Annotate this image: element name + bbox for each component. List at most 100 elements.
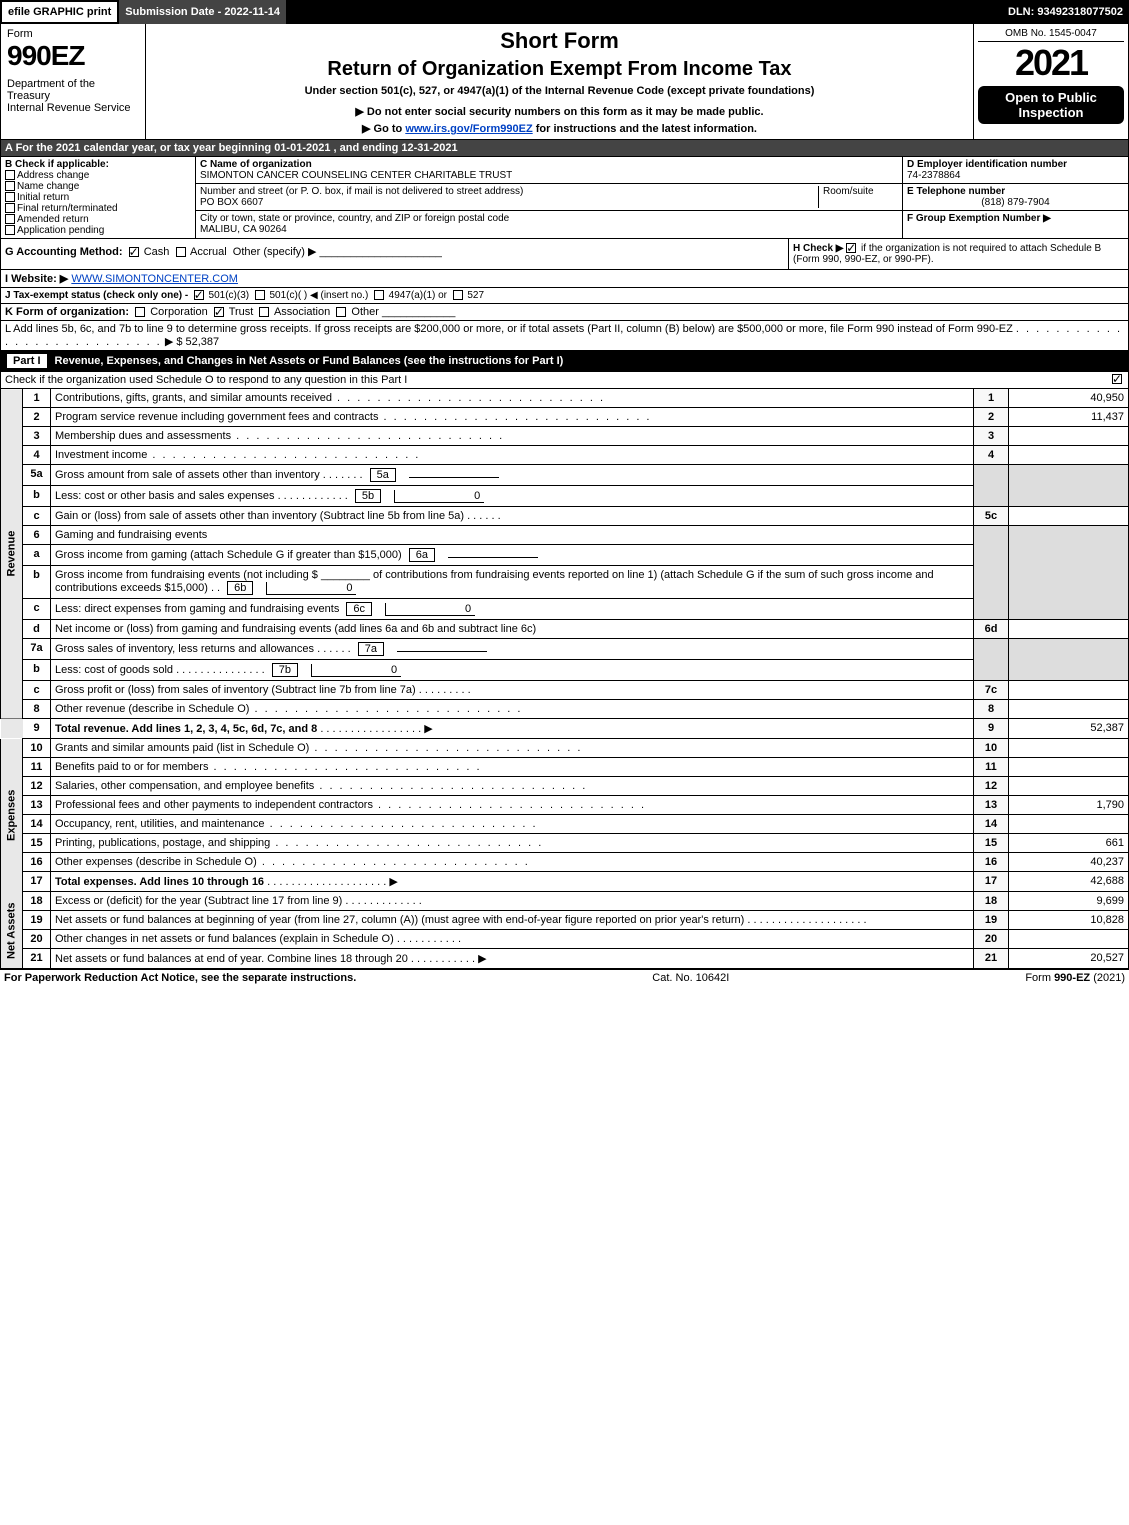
l15-num: 15	[23, 834, 51, 853]
l5c-box: 5c	[974, 507, 1009, 526]
l4-amt	[1009, 446, 1129, 465]
l11-amt	[1009, 758, 1129, 777]
l8-num: 8	[23, 700, 51, 719]
website-link[interactable]: WWW.SIMONTONCENTER.COM	[71, 273, 238, 285]
check-h[interactable]	[846, 243, 856, 253]
goto-link[interactable]: www.irs.gov/Form990EZ	[405, 123, 532, 135]
dln-label: DLN: 93492318077502	[1002, 0, 1129, 24]
addr-value: PO BOX 6607	[200, 197, 263, 208]
l20-desc: Other changes in net assets or fund bala…	[51, 930, 974, 949]
footer-left: For Paperwork Reduction Act Notice, see …	[4, 972, 356, 984]
l6a-sub: 6a	[409, 548, 435, 562]
c-name-label: C Name of organization	[200, 159, 898, 170]
check-cash[interactable]	[129, 247, 139, 257]
l20-amt	[1009, 930, 1129, 949]
check-527[interactable]	[453, 290, 463, 300]
l14-amt	[1009, 815, 1129, 834]
l6b-subamt: 0	[266, 582, 356, 595]
check-corp[interactable]	[135, 307, 145, 317]
header-left: Form 990EZ Department of the Treasury In…	[1, 24, 146, 139]
l6d-desc: Net income or (loss) from gaming and fun…	[51, 620, 974, 639]
l5b-subamt: 0	[394, 490, 484, 503]
part1-header: Part I Revenue, Expenses, and Changes in…	[0, 351, 1129, 372]
check-amended-return[interactable]: Amended return	[5, 214, 191, 225]
l9-box: 9	[974, 719, 1009, 739]
l14-num: 14	[23, 815, 51, 834]
l3-num: 3	[23, 427, 51, 446]
l6c-num: c	[23, 599, 51, 620]
check-assoc[interactable]	[259, 307, 269, 317]
l6c-desc: Less: direct expenses from gaming and fu…	[51, 599, 974, 620]
l16-amt: 40,237	[1009, 853, 1129, 872]
header-mid: Short Form Return of Organization Exempt…	[146, 24, 973, 139]
l5c-desc: Gain or (loss) from sale of assets other…	[51, 507, 974, 526]
l21-box: 21	[974, 949, 1009, 969]
l13-desc: Professional fees and other payments to …	[51, 796, 974, 815]
l13-num: 13	[23, 796, 51, 815]
check-application-pending[interactable]: Application pending	[5, 225, 191, 236]
section-c: C Name of organization SIMONTON CANCER C…	[196, 157, 903, 238]
l9-desc: Total revenue. Add lines 1, 2, 3, 4, 5c,…	[51, 719, 974, 739]
l-text: L Add lines 5b, 6c, and 7b to line 9 to …	[5, 323, 1013, 335]
d-label: D Employer identification number	[907, 159, 1067, 170]
l14-box: 14	[974, 815, 1009, 834]
l19-num: 19	[23, 911, 51, 930]
l4-num: 4	[23, 446, 51, 465]
part1-check-text: Check if the organization used Schedule …	[5, 374, 407, 386]
l5c-num: c	[23, 507, 51, 526]
i-label: I Website: ▶	[5, 273, 68, 285]
footer-right: Form 990-EZ (2021)	[1025, 972, 1125, 984]
l19-box: 19	[974, 911, 1009, 930]
l20-num: 20	[23, 930, 51, 949]
city-label: City or town, state or province, country…	[200, 213, 509, 224]
l16-num: 16	[23, 853, 51, 872]
l18-num: 18	[23, 892, 51, 911]
check-accrual[interactable]	[176, 247, 186, 257]
check-501c[interactable]	[255, 290, 265, 300]
check-501c3[interactable]	[194, 290, 204, 300]
check-other-org[interactable]	[336, 307, 346, 317]
submission-date: Submission Date - 2022-11-14	[119, 0, 286, 24]
l12-num: 12	[23, 777, 51, 796]
check-final-return[interactable]: Final return/terminated	[5, 203, 191, 214]
l8-desc: Other revenue (describe in Schedule O)	[51, 700, 974, 719]
l4-desc: Investment income	[51, 446, 974, 465]
part1-check[interactable]	[1112, 374, 1122, 384]
l21-num: 21	[23, 949, 51, 969]
l7a-subamt	[397, 651, 487, 652]
k-other: Other	[351, 306, 379, 318]
check-name-change[interactable]: Name change	[5, 181, 191, 192]
part1-label: Part I	[7, 354, 47, 368]
city-value: MALIBU, CA 90264	[200, 224, 287, 235]
l6b-num: b	[23, 566, 51, 599]
l8-box: 8	[974, 700, 1009, 719]
l7ab-shade-amt	[1009, 639, 1129, 681]
check-initial-return[interactable]: Initial return	[5, 192, 191, 203]
l17-box: 17	[974, 872, 1009, 892]
g-cash: Cash	[144, 246, 170, 258]
k-corp: Corporation	[150, 306, 207, 318]
section-k: K Form of organization: Corporation Trus…	[0, 304, 1129, 321]
l19-amt: 10,828	[1009, 911, 1129, 930]
check-address-change[interactable]: Address change	[5, 170, 191, 181]
section-l: L Add lines 5b, 6c, and 7b to line 9 to …	[0, 321, 1129, 351]
f-label: F Group Exemption Number ▶	[907, 213, 1051, 224]
l10-amt	[1009, 739, 1129, 758]
l6-shade-box	[974, 526, 1009, 620]
org-name: SIMONTON CANCER COUNSELING CENTER CHARIT…	[200, 170, 898, 181]
check-4947[interactable]	[374, 290, 384, 300]
goto-note: ▶ Go to www.irs.gov/Form990EZ for instru…	[156, 122, 963, 135]
footer-mid: Cat. No. 10642I	[652, 972, 729, 984]
check-trust[interactable]	[214, 307, 224, 317]
l7a-sub: 7a	[358, 642, 384, 656]
l7b-desc: Less: cost of goods sold . . . . . . . .…	[51, 660, 974, 681]
l13-box: 13	[974, 796, 1009, 815]
l1-box: 1	[974, 389, 1009, 408]
efile-print-label[interactable]: efile GRAPHIC print	[0, 0, 119, 24]
addr-label: Number and street (or P. O. box, if mail…	[200, 186, 523, 197]
l7b-subamt: 0	[311, 664, 401, 677]
l7ab-shade-box	[974, 639, 1009, 681]
l12-amt	[1009, 777, 1129, 796]
l21-amt: 20,527	[1009, 949, 1129, 969]
j-501c3: 501(c)(3)	[209, 290, 250, 301]
